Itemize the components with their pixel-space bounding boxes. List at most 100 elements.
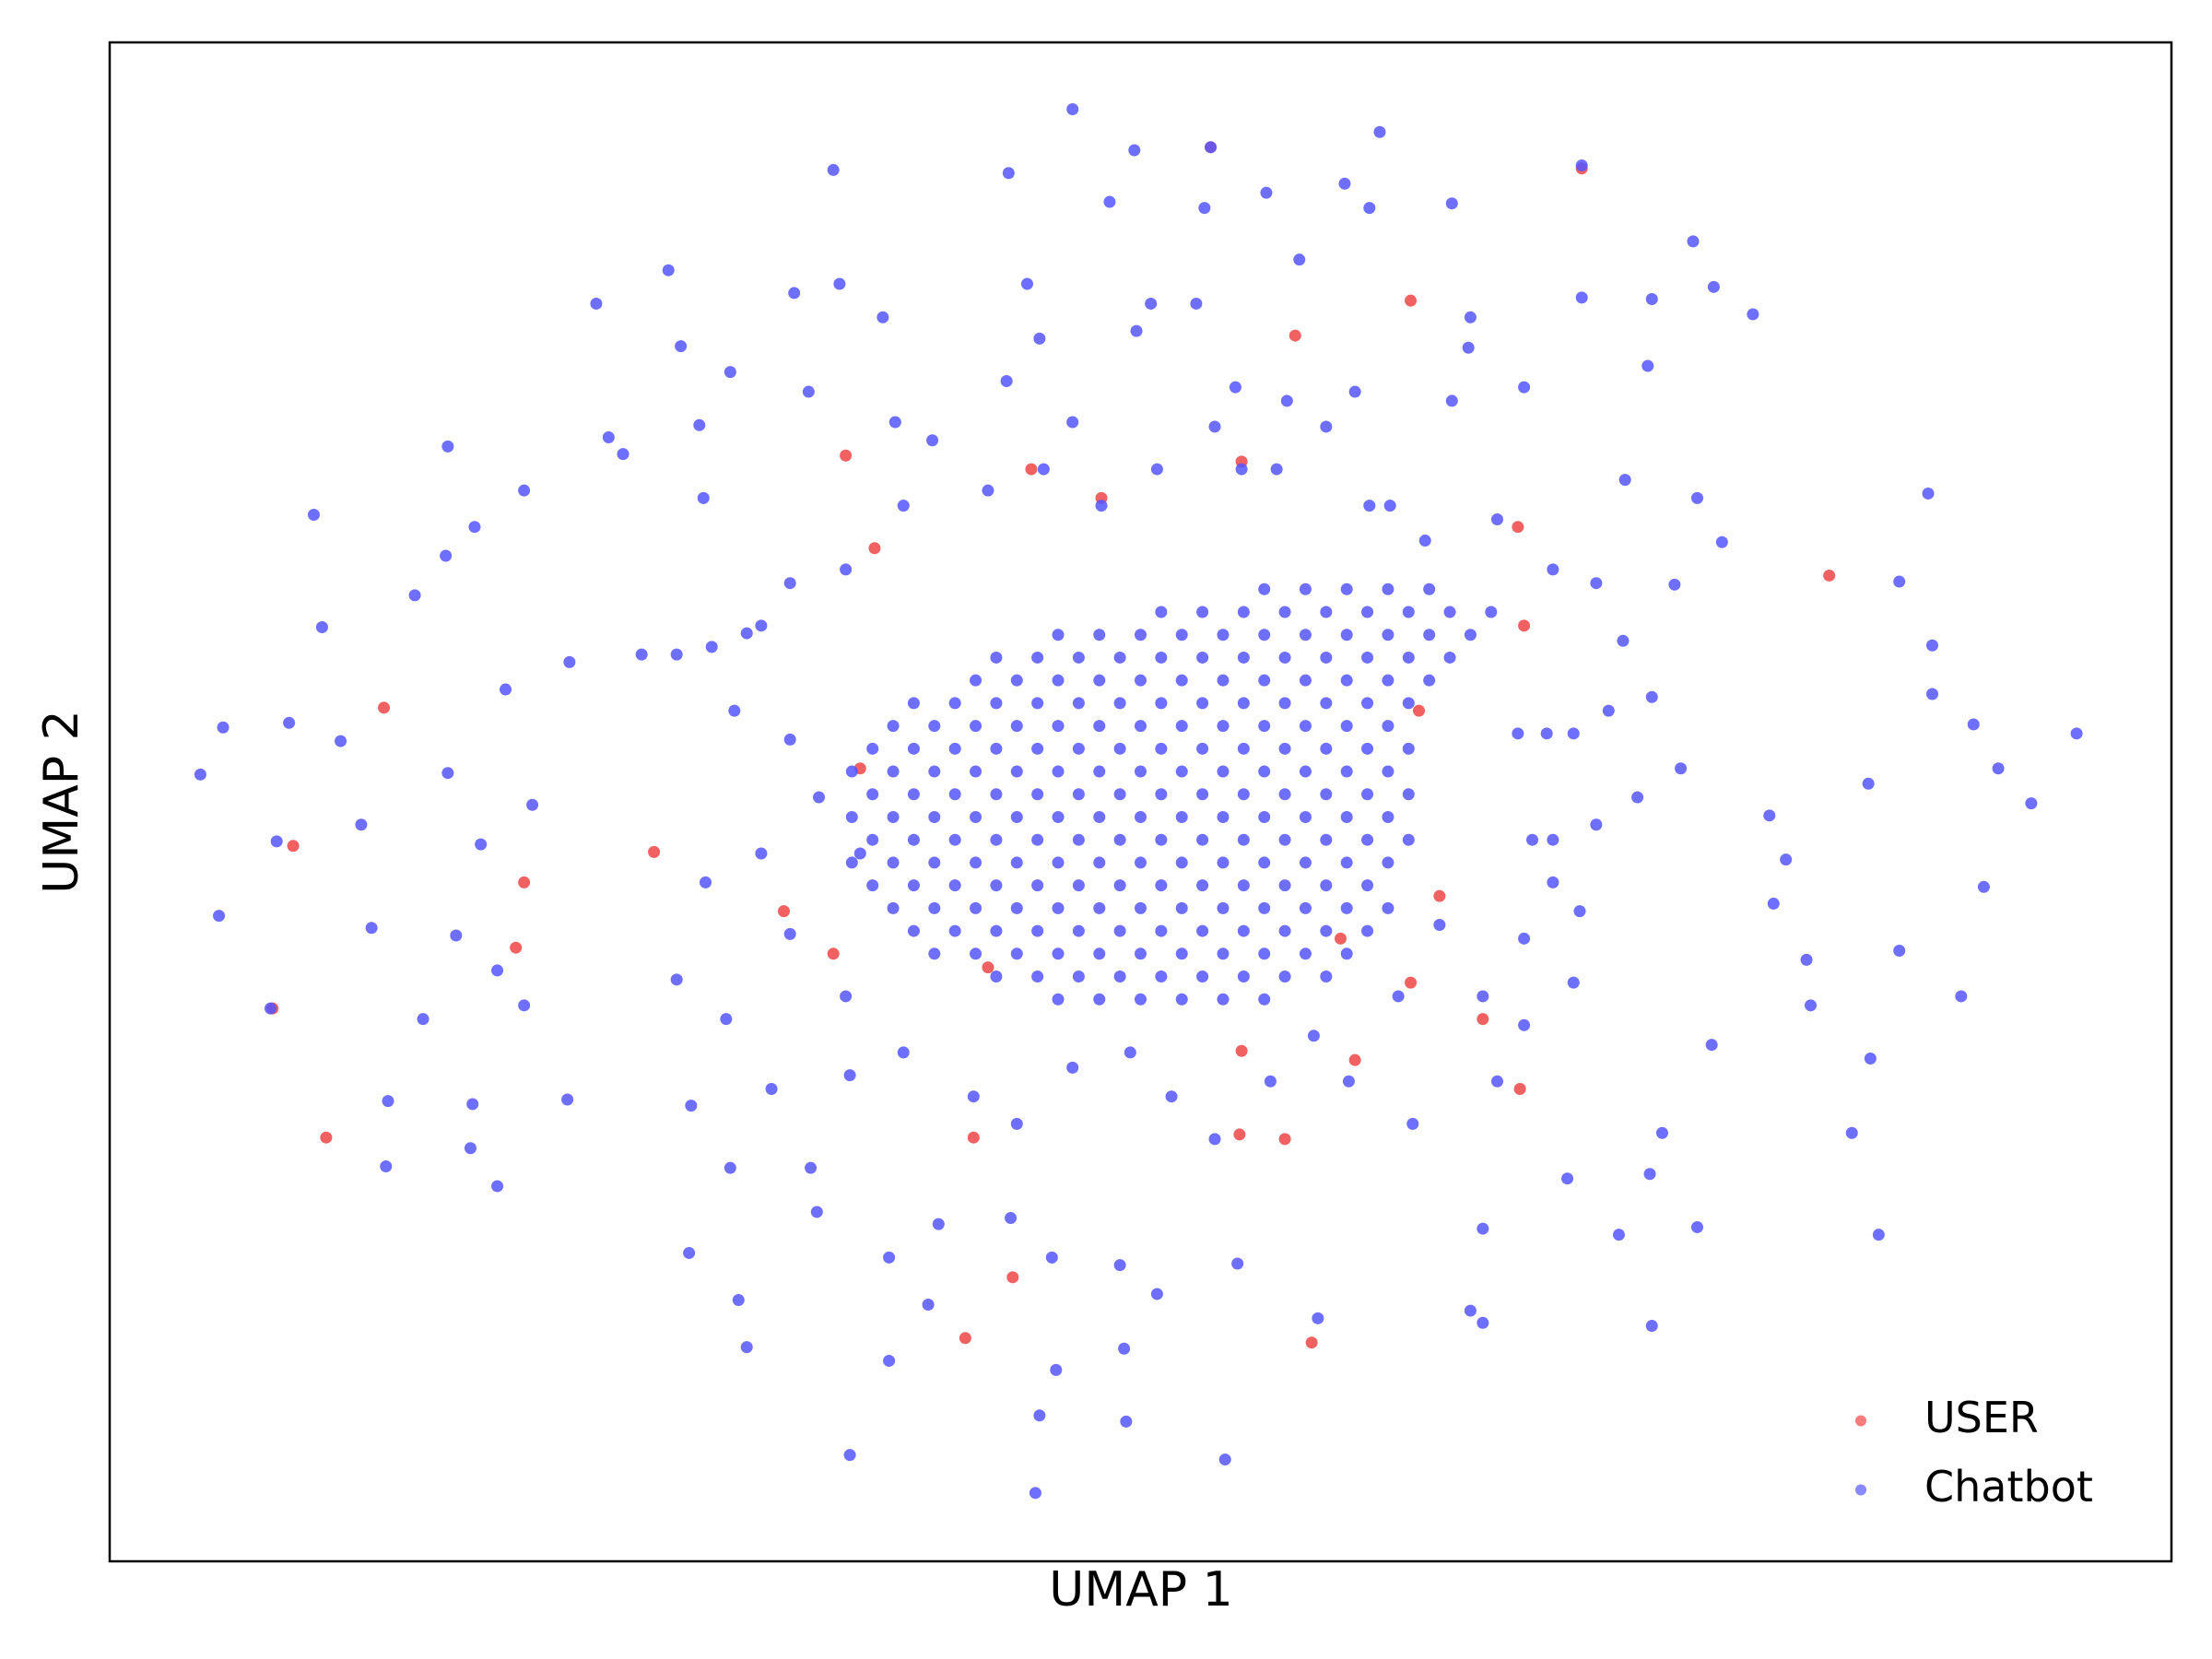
point <box>1299 582 1312 595</box>
point <box>335 735 347 747</box>
point <box>1235 463 1248 476</box>
point <box>1462 341 1475 354</box>
point <box>264 1002 276 1015</box>
point <box>1278 833 1291 846</box>
point <box>1270 463 1283 476</box>
point <box>1406 1117 1419 1130</box>
point <box>1237 924 1250 937</box>
point <box>1845 1126 1858 1139</box>
point <box>1361 924 1374 937</box>
point <box>1338 177 1351 190</box>
point <box>1288 329 1301 342</box>
point <box>1617 634 1630 647</box>
point <box>948 742 961 755</box>
point <box>897 1046 910 1059</box>
point <box>500 683 512 696</box>
point <box>1373 125 1386 138</box>
point <box>1217 856 1230 869</box>
point <box>1922 487 1935 500</box>
legend-marker <box>1855 1415 1866 1427</box>
point <box>990 788 1003 801</box>
point <box>1155 651 1168 664</box>
point <box>491 1180 504 1193</box>
point <box>1715 535 1728 548</box>
point <box>970 901 982 914</box>
point <box>1258 856 1271 869</box>
point <box>1575 291 1588 304</box>
point <box>1258 720 1271 733</box>
point <box>1031 924 1044 937</box>
point <box>1217 947 1230 960</box>
point <box>1526 833 1539 846</box>
point <box>1299 810 1312 823</box>
point <box>1412 704 1425 717</box>
point <box>685 1100 698 1112</box>
point <box>705 641 718 653</box>
point <box>1320 697 1333 710</box>
point <box>1237 971 1250 983</box>
point <box>1010 856 1023 869</box>
point <box>1280 394 1293 407</box>
point <box>1052 629 1065 641</box>
point <box>928 856 941 869</box>
point <box>1258 582 1271 595</box>
point <box>1196 924 1209 937</box>
point <box>1540 727 1553 740</box>
point <box>1955 990 1968 1003</box>
point <box>1464 311 1477 324</box>
point <box>1052 674 1065 687</box>
point <box>740 627 753 640</box>
point <box>840 990 853 1003</box>
point <box>843 1069 856 1082</box>
point <box>1237 606 1250 618</box>
y-axis-label: UMAP 2 <box>34 710 89 893</box>
point <box>1278 924 1291 937</box>
point <box>1113 924 1126 937</box>
point <box>1893 575 1906 588</box>
point <box>635 648 648 661</box>
point <box>866 879 879 892</box>
point <box>1175 810 1188 823</box>
point <box>1320 651 1333 664</box>
point <box>441 767 454 780</box>
point <box>1135 629 1147 641</box>
point <box>928 810 941 823</box>
point <box>840 449 853 462</box>
point <box>1066 416 1079 429</box>
point <box>675 340 688 353</box>
point <box>805 1161 818 1174</box>
point <box>1320 879 1333 892</box>
point <box>1000 375 1013 388</box>
point <box>1155 924 1168 937</box>
point <box>1340 629 1353 641</box>
point <box>1237 651 1250 664</box>
point <box>1805 999 1818 1012</box>
point <box>1052 765 1065 778</box>
point <box>1072 924 1085 937</box>
point <box>970 720 982 733</box>
point <box>1872 1229 1885 1241</box>
point <box>1320 924 1333 937</box>
point <box>897 500 910 512</box>
point <box>1464 1304 1477 1317</box>
point <box>1423 629 1436 641</box>
point <box>1340 674 1353 687</box>
point <box>1155 742 1168 755</box>
point <box>843 1449 856 1462</box>
point <box>1402 742 1415 755</box>
point <box>1443 606 1456 618</box>
point <box>1093 629 1106 641</box>
point <box>1066 103 1079 116</box>
point <box>1445 197 1458 210</box>
point <box>1645 690 1658 703</box>
point <box>1361 879 1374 892</box>
point <box>1264 1075 1277 1088</box>
point <box>1307 1030 1320 1042</box>
point <box>662 264 675 276</box>
point <box>1113 879 1126 892</box>
x-axis-label: UMAP 1 <box>1049 1562 1232 1618</box>
point <box>315 620 328 633</box>
point <box>1020 277 1033 290</box>
